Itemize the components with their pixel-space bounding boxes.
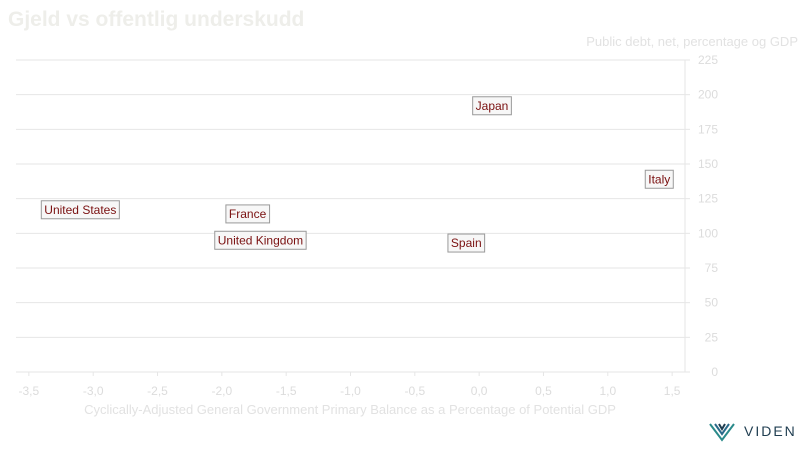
- x-tick-label: -3,0: [83, 384, 104, 398]
- data-point: United States: [40, 200, 120, 220]
- y-tick-label: 25: [705, 330, 719, 344]
- data-point: Japan: [472, 96, 512, 116]
- data-point-box: [214, 230, 307, 250]
- data-point-box: [40, 200, 120, 220]
- x-tick-label: 1,0: [599, 384, 616, 398]
- y-tick-label: 200: [698, 88, 718, 102]
- data-point-box: [644, 169, 674, 189]
- data-point-label: Spain: [451, 236, 482, 250]
- data-points: Japan Italy United States France United King…: [40, 96, 674, 253]
- x-tick-label: 0,0: [471, 384, 488, 398]
- data-point-label: United Kingdom: [218, 233, 303, 247]
- y-tick-label: 0: [711, 365, 718, 379]
- x-axis-label: Cyclically-Adjusted General Government P…: [84, 402, 616, 417]
- viden-logo: VIDEN: [708, 420, 797, 442]
- x-tick-label: -0,5: [404, 384, 425, 398]
- x-tick-label: 1,5: [664, 384, 681, 398]
- x-tick-label: -1,5: [276, 384, 297, 398]
- y-axis-ticks: 0 25 50 75 100 125 150 175 200 225: [698, 53, 718, 379]
- data-point-box: [225, 204, 271, 224]
- data-point-label: Italy: [648, 172, 670, 186]
- y-tick-label: 225: [698, 53, 718, 67]
- data-point-box: [472, 96, 512, 116]
- y-tick-label: 125: [698, 192, 718, 206]
- data-point-label: Japan: [476, 99, 509, 113]
- y-tick-label: 175: [698, 122, 718, 136]
- data-point: Italy: [644, 169, 674, 189]
- x-tick-label: -2,5: [147, 384, 168, 398]
- x-axis-ticks: -3,5 -3,0 -2,5 -2,0 -1,5 -1,0 -0,5 0,0 0,5 1,0 1,5: [19, 384, 681, 398]
- grid-lines: [16, 59, 690, 376]
- y-axis-label: Public debt, net, percentage og GDP: [586, 34, 798, 49]
- data-point: France: [225, 204, 271, 224]
- chart-title: Gjeld vs offentlig underskudd: [8, 8, 305, 31]
- data-point-label: United States: [44, 203, 116, 217]
- data-point-box: [447, 233, 486, 253]
- data-point: Spain: [447, 233, 486, 253]
- x-tick-label: -1,0: [340, 384, 361, 398]
- data-point-label: France: [229, 207, 267, 221]
- y-tick-label: 50: [705, 296, 719, 310]
- y-tick-label: 100: [698, 226, 718, 240]
- viden-logo-text: VIDEN: [744, 423, 797, 439]
- data-point: United Kingdom: [214, 230, 307, 250]
- x-tick-label: 0,5: [535, 384, 552, 398]
- y-tick-label: 150: [698, 157, 718, 171]
- viden-logo-icon: [709, 423, 735, 442]
- y-tick-label: 75: [705, 261, 719, 275]
- x-tick-label: -2,0: [212, 384, 233, 398]
- x-tick-label: -3,5: [19, 384, 40, 398]
